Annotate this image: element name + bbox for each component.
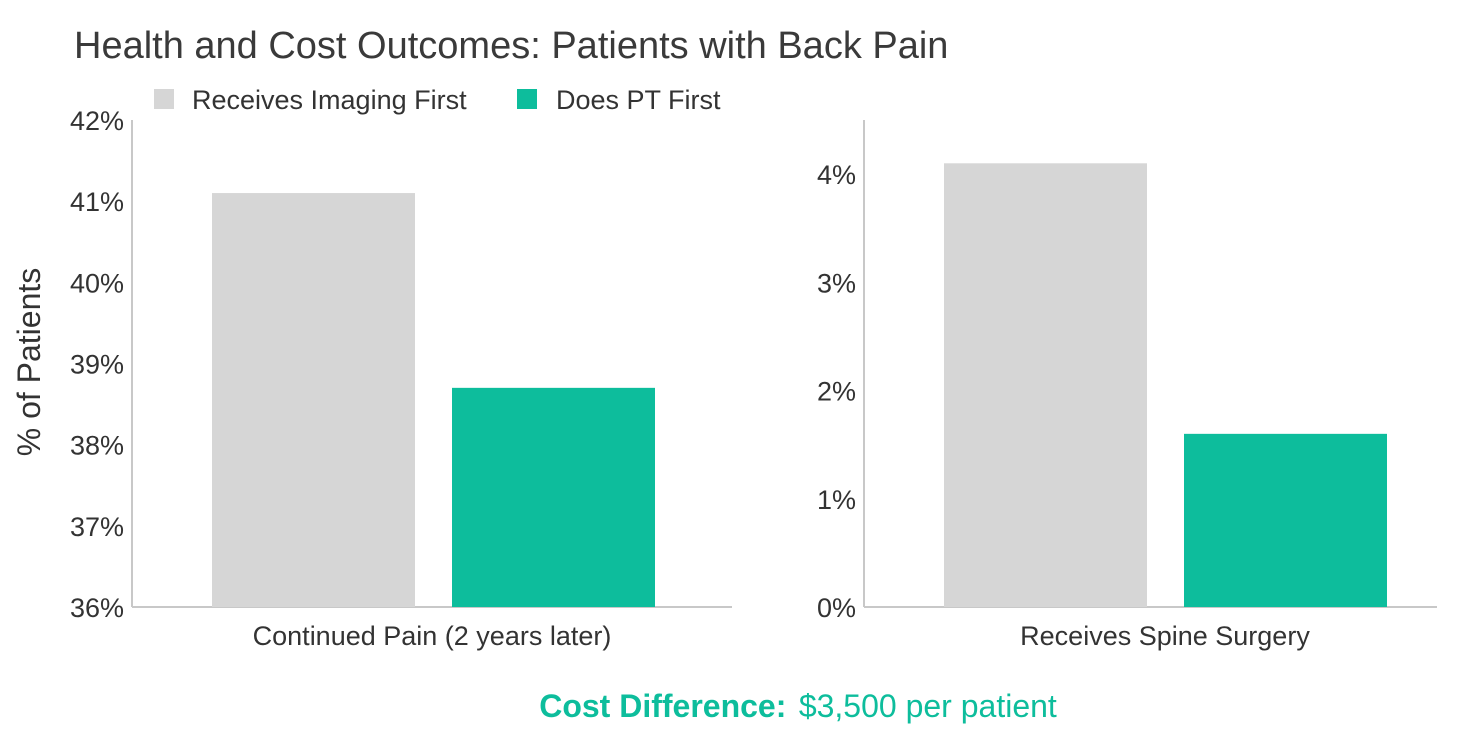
y-tick-label: 38% xyxy=(70,431,124,461)
y-tick-label: 41% xyxy=(70,187,124,217)
legend-label-imaging: Receives Imaging First xyxy=(192,85,467,115)
y-tick-label: 4% xyxy=(817,160,856,190)
bar-pt-first xyxy=(1184,433,1387,607)
cost-difference-note: Cost Difference: $3,500 per patient xyxy=(539,688,1057,724)
chart-title: Health and Cost Outcomes: Patients with … xyxy=(74,25,948,67)
y-tick-label: 40% xyxy=(70,268,124,298)
bar-imaging-first xyxy=(212,193,415,608)
y-tick-label: 39% xyxy=(70,350,124,380)
y-tick-label: 1% xyxy=(817,485,856,515)
legend: Receives Imaging First Does PT First xyxy=(154,85,721,115)
y-tick-label: 2% xyxy=(817,377,856,407)
cost-difference-value: $3,500 per patient xyxy=(799,688,1057,724)
y-tick-label: 3% xyxy=(817,268,856,298)
panel-continued-pain: 36% 37% 38% 39% 40% 41% 42% Continued Pain (2 y… xyxy=(70,106,732,651)
legend-swatch-imaging xyxy=(154,89,174,109)
y-axis-label: % of Patients xyxy=(11,268,47,457)
y-tick-label: 36% xyxy=(70,593,124,623)
bar-pt-first xyxy=(452,387,655,607)
panel-spine-surgery: 0% 1% 2% 3% 4% Receives Spine Surgery xyxy=(817,120,1437,651)
y-tick-label: 37% xyxy=(70,512,124,542)
y-tick-label: 42% xyxy=(70,106,124,136)
y-tick-label: 0% xyxy=(817,593,856,623)
legend-swatch-pt xyxy=(517,89,537,109)
cost-difference-label: Cost Difference: xyxy=(539,688,786,724)
bar-imaging-first xyxy=(944,163,1147,608)
legend-label-pt: Does PT First xyxy=(556,85,721,115)
x-category-label: Continued Pain (2 years later) xyxy=(253,621,612,651)
x-category-label: Receives Spine Surgery xyxy=(1020,621,1310,651)
